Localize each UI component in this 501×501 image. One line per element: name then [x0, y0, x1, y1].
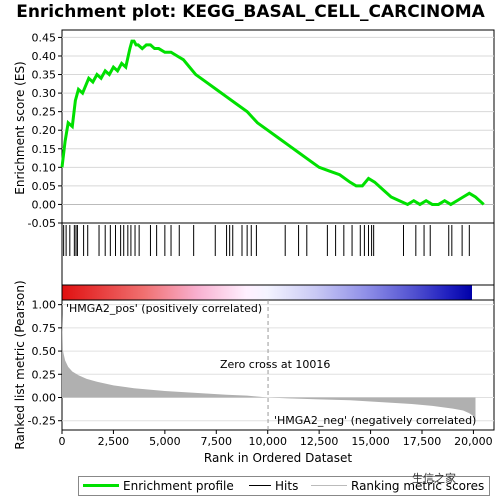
- metric-ytick-label: 0.00: [32, 392, 57, 405]
- es-y-ticks: 0.45 0.40 0.35 0.30 0.25 0.20 0.15 0.10 0.05 0.00…: [28, 31, 62, 230]
- es-tick-label: 0.05: [32, 180, 57, 193]
- metric-xtick-label: 0: [59, 435, 66, 448]
- metric-frame: [61, 299, 495, 431]
- metric-xtick-label: 2,500: [98, 435, 130, 448]
- metric-xlabel: Rank in Ordered Dataset: [204, 451, 352, 465]
- metric-xtick-label: 7,500: [201, 435, 233, 448]
- es-tick-label: 0.35: [32, 69, 57, 82]
- metric-ytick-label: -0.25: [28, 415, 56, 428]
- rank-colorbar: [61, 284, 495, 301]
- es-tick-label: 0.25: [32, 106, 57, 119]
- legend-hits-swatch: [249, 485, 271, 486]
- metric-xtick-label: 12,500: [300, 435, 339, 448]
- metric-ytick-label: 1.00: [32, 299, 57, 312]
- zero-cross-label: Zero cross at 10016: [220, 358, 330, 371]
- metric-ylabel: Ranked list metric (Pearson): [13, 280, 27, 449]
- es-tick-label: 0.45: [32, 31, 57, 44]
- legend-es-swatch: [83, 484, 119, 487]
- metric-xtick-label: 17,500: [403, 435, 442, 448]
- metric-x-ticks: 0 2,500 5,000 7,500 10,000 12,500 15,000 17,500…: [59, 430, 493, 448]
- es-curve: [60, 39, 485, 207]
- es-tick-label: -0.05: [28, 217, 56, 230]
- hits-panel: [61, 222, 495, 286]
- es-plot-frame: [61, 29, 495, 224]
- es-tick-label: 0.30: [32, 87, 57, 100]
- metric-ytick-label: 0.50: [32, 345, 57, 358]
- pos-annotation: 'HMGA2_pos' (positively correlated): [66, 302, 262, 315]
- metric-y-ticks: 1.00 0.75 0.50 0.25 0.00 -0.25: [28, 299, 62, 428]
- hit-ticks: [63, 225, 470, 256]
- colorbar-rect: [62, 285, 472, 300]
- chart-title: Enrichment plot: KEGG_BASAL_CELL_CARCINO…: [16, 2, 485, 22]
- legend-metric-swatch: [311, 485, 347, 486]
- es-panel: 0.45 0.40 0.35 0.30 0.25 0.20 0.15 0.10 0.05 0.00…: [13, 29, 495, 230]
- metric-ytick-label: 0.25: [32, 368, 57, 381]
- neg-annotation: 'HMGA2_neg' (negatively correlated): [274, 414, 476, 427]
- metric-xtick-label: 20,000: [454, 435, 493, 448]
- metric-xtick-label: 10,000: [248, 435, 287, 448]
- metric-panel: Zero cross at 10016 'HMGA2_pos' (positiv…: [13, 280, 495, 465]
- legend-es-label: Enrichment profile: [123, 479, 234, 493]
- es-tick-label: 0.40: [32, 50, 57, 63]
- metric-xtick-label: 5,000: [149, 435, 181, 448]
- watermark: 生信之家: [412, 472, 456, 485]
- metric-xtick-label: 15,000: [351, 435, 390, 448]
- es-tick-label: 0.10: [32, 161, 57, 174]
- metric-ytick-label: 0.75: [32, 322, 57, 335]
- es-ylabel: Enrichment score (ES): [13, 61, 27, 194]
- es-tick-label: 0.15: [32, 143, 57, 156]
- metric-area: [62, 313, 476, 421]
- legend: Enrichment profile Hits Ranking metric s…: [78, 476, 490, 496]
- legend-metric-label: Ranking metric scores: [351, 479, 485, 493]
- legend-hits-label: Hits: [275, 479, 299, 493]
- es-tick-label: 0.20: [32, 124, 57, 137]
- es-tick-label: 0.00: [32, 198, 57, 211]
- hits-frame: [61, 222, 495, 286]
